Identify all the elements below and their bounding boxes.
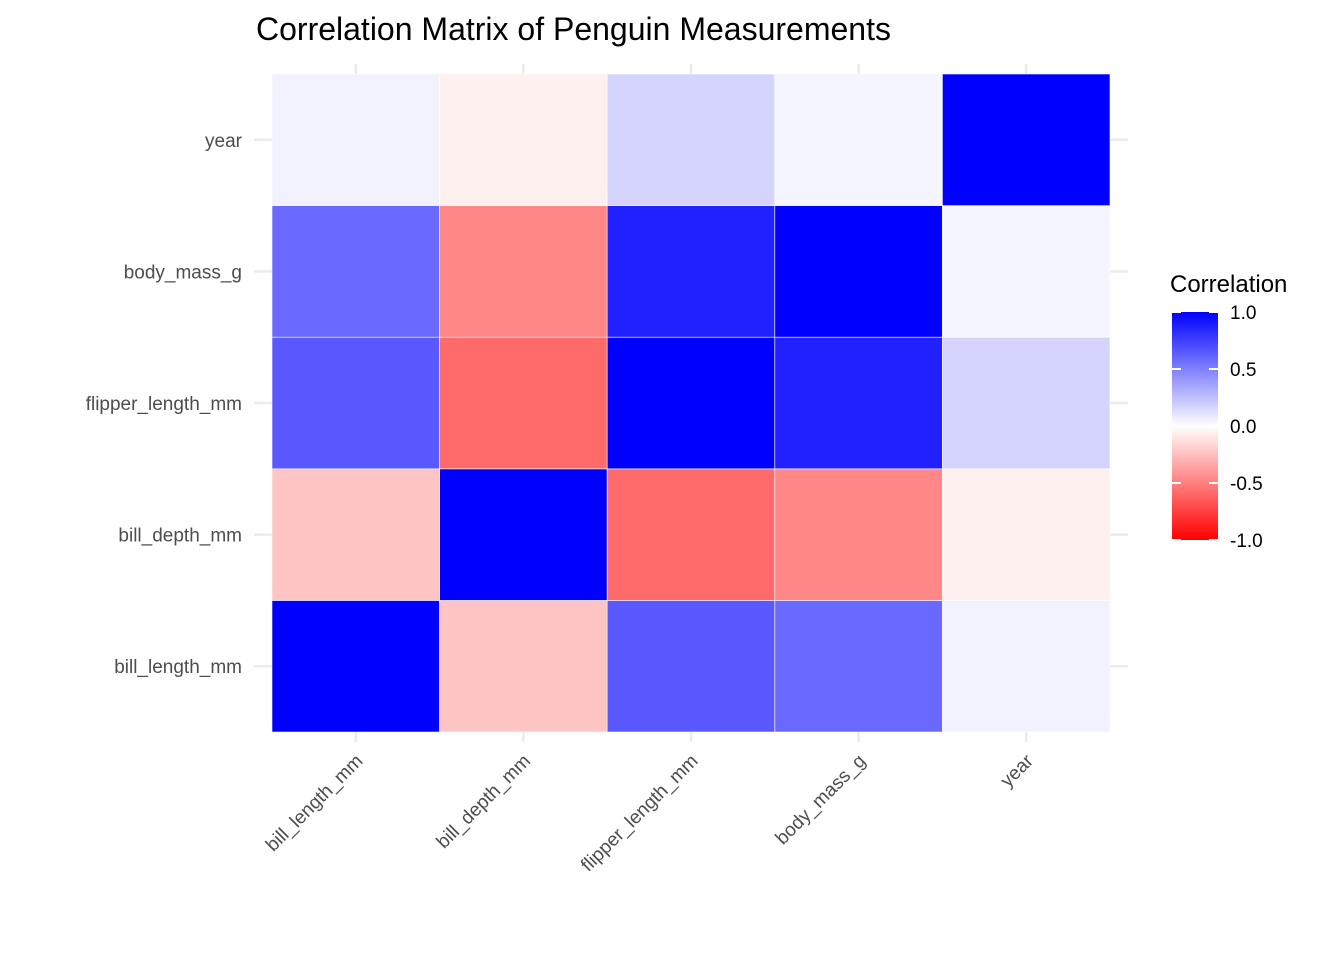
y-tick-label: flipper_length_mm: [86, 394, 242, 415]
heatmap-cell-bill_depth_mm-bill_depth_mm: [439, 468, 608, 601]
legend-label: 0.5: [1230, 360, 1256, 381]
heatmap-cell-year-flipper_length_mm: [942, 336, 1111, 470]
heatmap-cell-flipper_length_mm-year: [606, 73, 776, 207]
heatmap-cell-flipper_length_mm-body_mass_g: [606, 205, 776, 338]
heatmap-cell-body_mass_g-bill_length_mm: [774, 600, 943, 733]
x-tick-label: body_mass_g: [772, 751, 870, 849]
heatmap-cell-bill_depth_mm-bill_length_mm: [439, 600, 608, 733]
chart-title: Correlation Matrix of Penguin Measuremen…: [256, 11, 891, 47]
x-tick-label: flipper_length_mm: [577, 751, 702, 876]
heatmap-cell-body_mass_g-flipper_length_mm: [774, 336, 943, 470]
heatmap-cell-body_mass_g-body_mass_g: [774, 205, 943, 338]
legend-label: -0.5: [1230, 474, 1263, 495]
y-tick-label: body_mass_g: [124, 262, 242, 283]
heatmap-cell-flipper_length_mm-flipper_length_mm: [606, 336, 776, 470]
x-tick-label: bill_depth_mm: [433, 751, 535, 853]
heatmap-cell-bill_depth_mm-flipper_length_mm: [439, 336, 608, 470]
y-tick-label: bill_depth_mm: [118, 526, 242, 547]
heatmap-cell-bill_depth_mm-body_mass_g: [439, 205, 608, 338]
heatmap-cell-bill_depth_mm-year: [439, 73, 608, 207]
y-tick-label: year: [205, 131, 243, 152]
heatmap-cells: [271, 73, 1111, 733]
legend: Correlation 1.0 0.5 0.0 -0.5 -1.0: [1170, 271, 1287, 552]
legend-label: 0.0: [1230, 417, 1256, 438]
heatmap-cell-flipper_length_mm-bill_length_mm: [606, 600, 776, 733]
heatmap-cell-flipper_length_mm-bill_depth_mm: [606, 468, 776, 601]
heatmap-cell-bill_length_mm-body_mass_g: [271, 205, 441, 338]
heatmap-cell-bill_length_mm-bill_depth_mm: [271, 468, 441, 601]
heatmap-cell-body_mass_g-bill_depth_mm: [774, 468, 943, 601]
legend-title: Correlation: [1170, 271, 1287, 298]
heatmap-cell-bill_length_mm-flipper_length_mm: [271, 336, 441, 470]
heatmap-cell-body_mass_g-year: [774, 73, 943, 207]
x-axis-tick-labels: bill_length_mm bill_depth_mm flipper_lengt…: [262, 750, 1038, 876]
y-tick-label: bill_length_mm: [114, 657, 242, 678]
heatmap-cell-bill_length_mm-year: [271, 73, 441, 207]
heatmap-cell-year-body_mass_g: [942, 205, 1111, 338]
legend-label: -1.0: [1230, 531, 1263, 552]
heatmap-cell-year-bill_depth_mm: [942, 468, 1111, 601]
heatmap-cell-year-bill_length_mm: [942, 600, 1111, 733]
heatmap-cell-bill_length_mm-bill_length_mm: [271, 600, 441, 733]
x-tick-label: bill_length_mm: [262, 751, 367, 856]
legend-label: 1.0: [1230, 303, 1256, 324]
heatmap-cell-year-year: [942, 73, 1111, 207]
x-tick-label: year: [997, 750, 1038, 791]
y-axis-tick-labels: bill_length_mm bill_depth_mm flipper_lengt…: [86, 131, 243, 678]
